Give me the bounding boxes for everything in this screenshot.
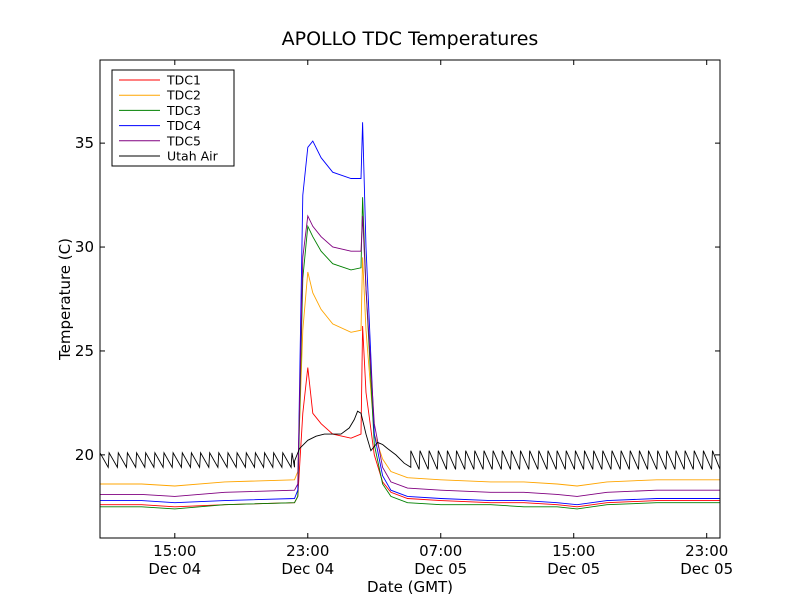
legend-label-tdc2: TDC2 — [166, 88, 201, 103]
plot-frame — [99, 59, 721, 539]
series-line-utah-air — [99, 410, 721, 470]
legend-label-tdc5: TDC5 — [166, 133, 201, 148]
x-tick-date-label: Dec 04 — [281, 560, 334, 578]
legend-label-tdc3: TDC3 — [166, 103, 201, 118]
y-axis-label: Temperature (C) — [56, 238, 74, 361]
y-tick-label: 30 — [75, 238, 94, 256]
series-line-tdc4 — [100, 122, 720, 506]
x-axis-label: Date (GMT) — [367, 578, 453, 596]
x-tick-date-label: Dec 05 — [680, 560, 733, 578]
series-line-tdc5 — [100, 214, 720, 497]
x-tick-time-label: 15:00 — [153, 542, 196, 560]
x-tick-time-label: 07:00 — [419, 542, 462, 560]
y-tick-label: 20 — [75, 446, 94, 464]
x-tick-date-label: Dec 05 — [414, 560, 467, 578]
series-line-tdc1 — [100, 325, 720, 508]
plot-lines — [99, 122, 721, 510]
series-line-tdc3 — [100, 197, 720, 510]
y-tick-label: 35 — [75, 134, 94, 152]
x-tick-time-label: 23:00 — [286, 542, 329, 560]
legend-label-utah-air: Utah Air — [167, 149, 219, 164]
series-line-tdc2 — [100, 257, 720, 487]
x-tick-time-label: 23:00 — [685, 542, 728, 560]
x-tick-date-label: Dec 05 — [547, 560, 600, 578]
legend-label-tdc1: TDC1 — [166, 73, 201, 88]
y-tick-label: 25 — [75, 342, 94, 360]
x-tick-date-label: Dec 04 — [148, 560, 201, 578]
legend-box — [111, 69, 235, 167]
x-tick-time-label: 15:00 — [552, 542, 595, 560]
y-ticks: 20 25 30 35 — [75, 134, 720, 464]
legend-label-tdc4: TDC4 — [166, 118, 201, 133]
chart-title: APOLLO TDC Temperatures — [282, 28, 539, 50]
